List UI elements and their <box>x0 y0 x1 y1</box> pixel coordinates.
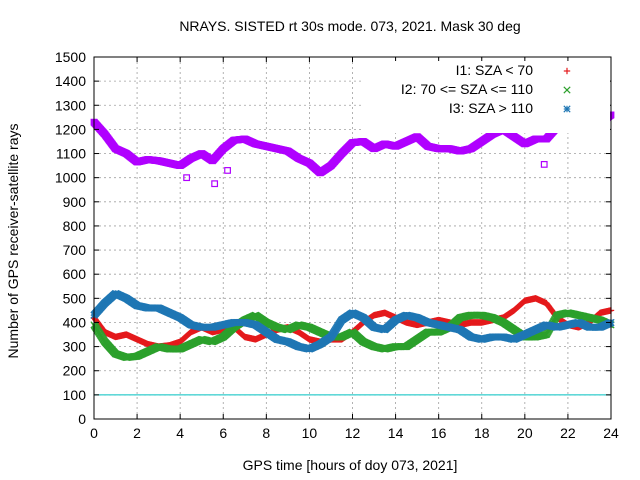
series-3-points <box>90 289 615 353</box>
x-tick-label: 24 <box>603 425 619 441</box>
y-tick-label: 1500 <box>55 49 86 65</box>
legend-label: I1: SZA < 70 <box>456 62 534 78</box>
legend-symbol <box>563 105 571 113</box>
y-tick-label: 1100 <box>56 146 86 162</box>
legend: I1: SZA < 70 I2: 70 <= SZA <= 110 I3: SZ… <box>364 61 610 133</box>
y-tick-label: 900 <box>63 194 87 210</box>
x-tick-label: 14 <box>388 425 404 441</box>
legend-label: I3: SZA > 110 <box>449 100 533 116</box>
x-tick-label: 22 <box>560 425 576 441</box>
y-tick-label: 500 <box>63 290 87 306</box>
x-tick-label: 20 <box>517 425 533 441</box>
x-tick-label: 0 <box>90 425 98 441</box>
y-axis-label: Number of GPS receiver-satellite rays <box>5 124 21 359</box>
y-tick-label: 300 <box>63 339 87 355</box>
data-points <box>90 111 615 362</box>
x-tick-label: 18 <box>474 425 490 441</box>
x-tick-label: 8 <box>262 425 270 441</box>
y-tick-label: 1400 <box>55 73 86 89</box>
y-tick-label: 1300 <box>55 97 86 113</box>
x-axis-label: GPS time [hours of doy 073, 2021] <box>243 457 458 473</box>
outlier-point <box>540 160 548 168</box>
legend-marker <box>563 105 571 113</box>
y-tick-label: 1200 <box>55 121 86 137</box>
x-tick-label: 10 <box>302 425 318 441</box>
outlier-point <box>211 180 219 188</box>
x-tick-label: 16 <box>431 425 447 441</box>
y-tick-label: 600 <box>63 266 87 282</box>
y-tick-label: 0 <box>78 411 86 427</box>
y-tick-label: 400 <box>63 314 87 330</box>
y-tick-label: 1000 <box>55 170 86 186</box>
y-tick-label: 700 <box>63 242 87 258</box>
y-tick-label: 200 <box>63 363 87 379</box>
chart-title: NRAYS. SISTED rt 30s mode. 073, 2021. Ma… <box>179 18 520 34</box>
x-tick-label: 2 <box>133 425 141 441</box>
y-tick-label: 100 <box>63 387 87 403</box>
legend-label: I2: 70 <= SZA <= 110 <box>401 81 533 97</box>
outlier-point <box>224 167 231 174</box>
x-tick-label: 6 <box>219 425 227 441</box>
x-tick-label: 12 <box>345 425 361 441</box>
x-tick-label: 4 <box>176 425 184 441</box>
y-tick-label: 800 <box>63 218 87 234</box>
